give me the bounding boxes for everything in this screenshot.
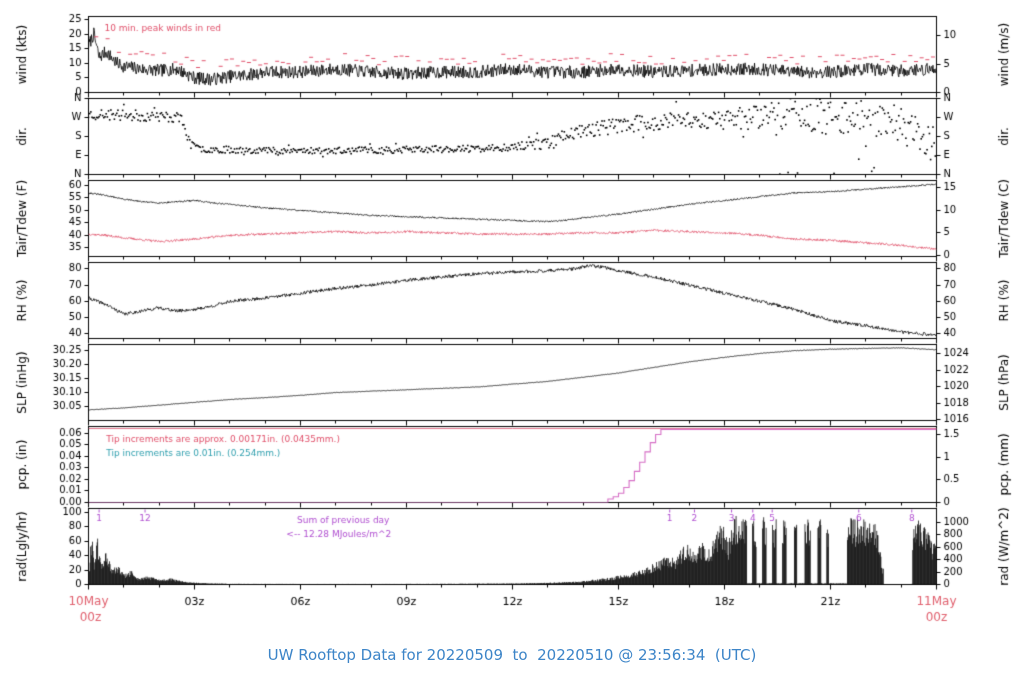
chart-footer-title: UW Rooftop Data for 20220509 to 20220510… [267, 646, 757, 664]
multi-panel-weather-chart [0, 0, 1024, 640]
